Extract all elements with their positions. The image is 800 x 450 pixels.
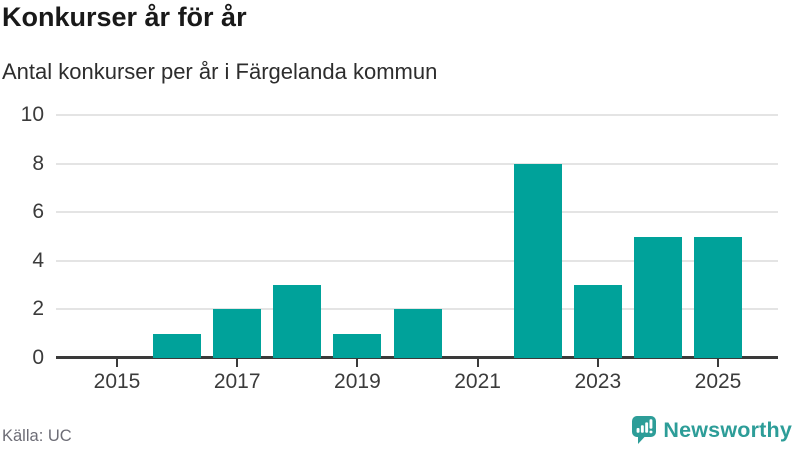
gridline-y6 (56, 211, 778, 214)
x-axis-label-2017: 2017 (213, 370, 261, 393)
x-tick-2019 (356, 358, 359, 367)
chart-subtitle: Antal konkurser per år i Färgelanda komm… (2, 59, 438, 84)
y-axis-label-0: 0 (32, 346, 44, 369)
bar-2017 (213, 309, 262, 358)
y-axis-label-6: 6 (32, 200, 44, 224)
x-tick-2017 (236, 358, 239, 367)
bar-2019 (333, 333, 382, 358)
bar-2018 (273, 285, 322, 358)
x-tick-2025 (717, 358, 719, 367)
bar-2025 (694, 236, 742, 358)
gridline-y8 (56, 162, 778, 165)
bar-2016 (153, 333, 202, 358)
x-axis-label-2021: 2021 (454, 370, 501, 393)
bar-2022 (513, 163, 562, 358)
chart-title: Konkurser år för år (2, 2, 247, 32)
y-axis-label-8: 8 (32, 151, 44, 175)
x-axis-label-2019: 2019 (334, 370, 381, 393)
x-tick-2021 (476, 358, 479, 367)
bar-2020 (393, 309, 442, 358)
newsworthy-bubble-chart-icon (632, 416, 657, 444)
x-axis-label-2025: 2025 (694, 370, 742, 393)
bar-2023 (573, 285, 622, 358)
x-tick-2015 (116, 358, 118, 367)
source-note: Källa: UC (2, 427, 72, 445)
newsworthy-logo: Newsworthy (632, 414, 792, 446)
y-axis-label-4: 4 (32, 248, 44, 272)
y-axis-label-10: 10 (20, 103, 44, 126)
x-axis-label-2015: 2015 (93, 370, 141, 393)
x-tick-2023 (596, 358, 599, 367)
gridline-y10 (56, 114, 778, 116)
x-axis-label-2023: 2023 (574, 370, 622, 393)
newsworthy-wordmark: Newsworthy (663, 417, 792, 442)
y-axis-label-2: 2 (32, 297, 44, 321)
gridline-y4 (56, 259, 778, 262)
bar-2024 (633, 236, 682, 358)
